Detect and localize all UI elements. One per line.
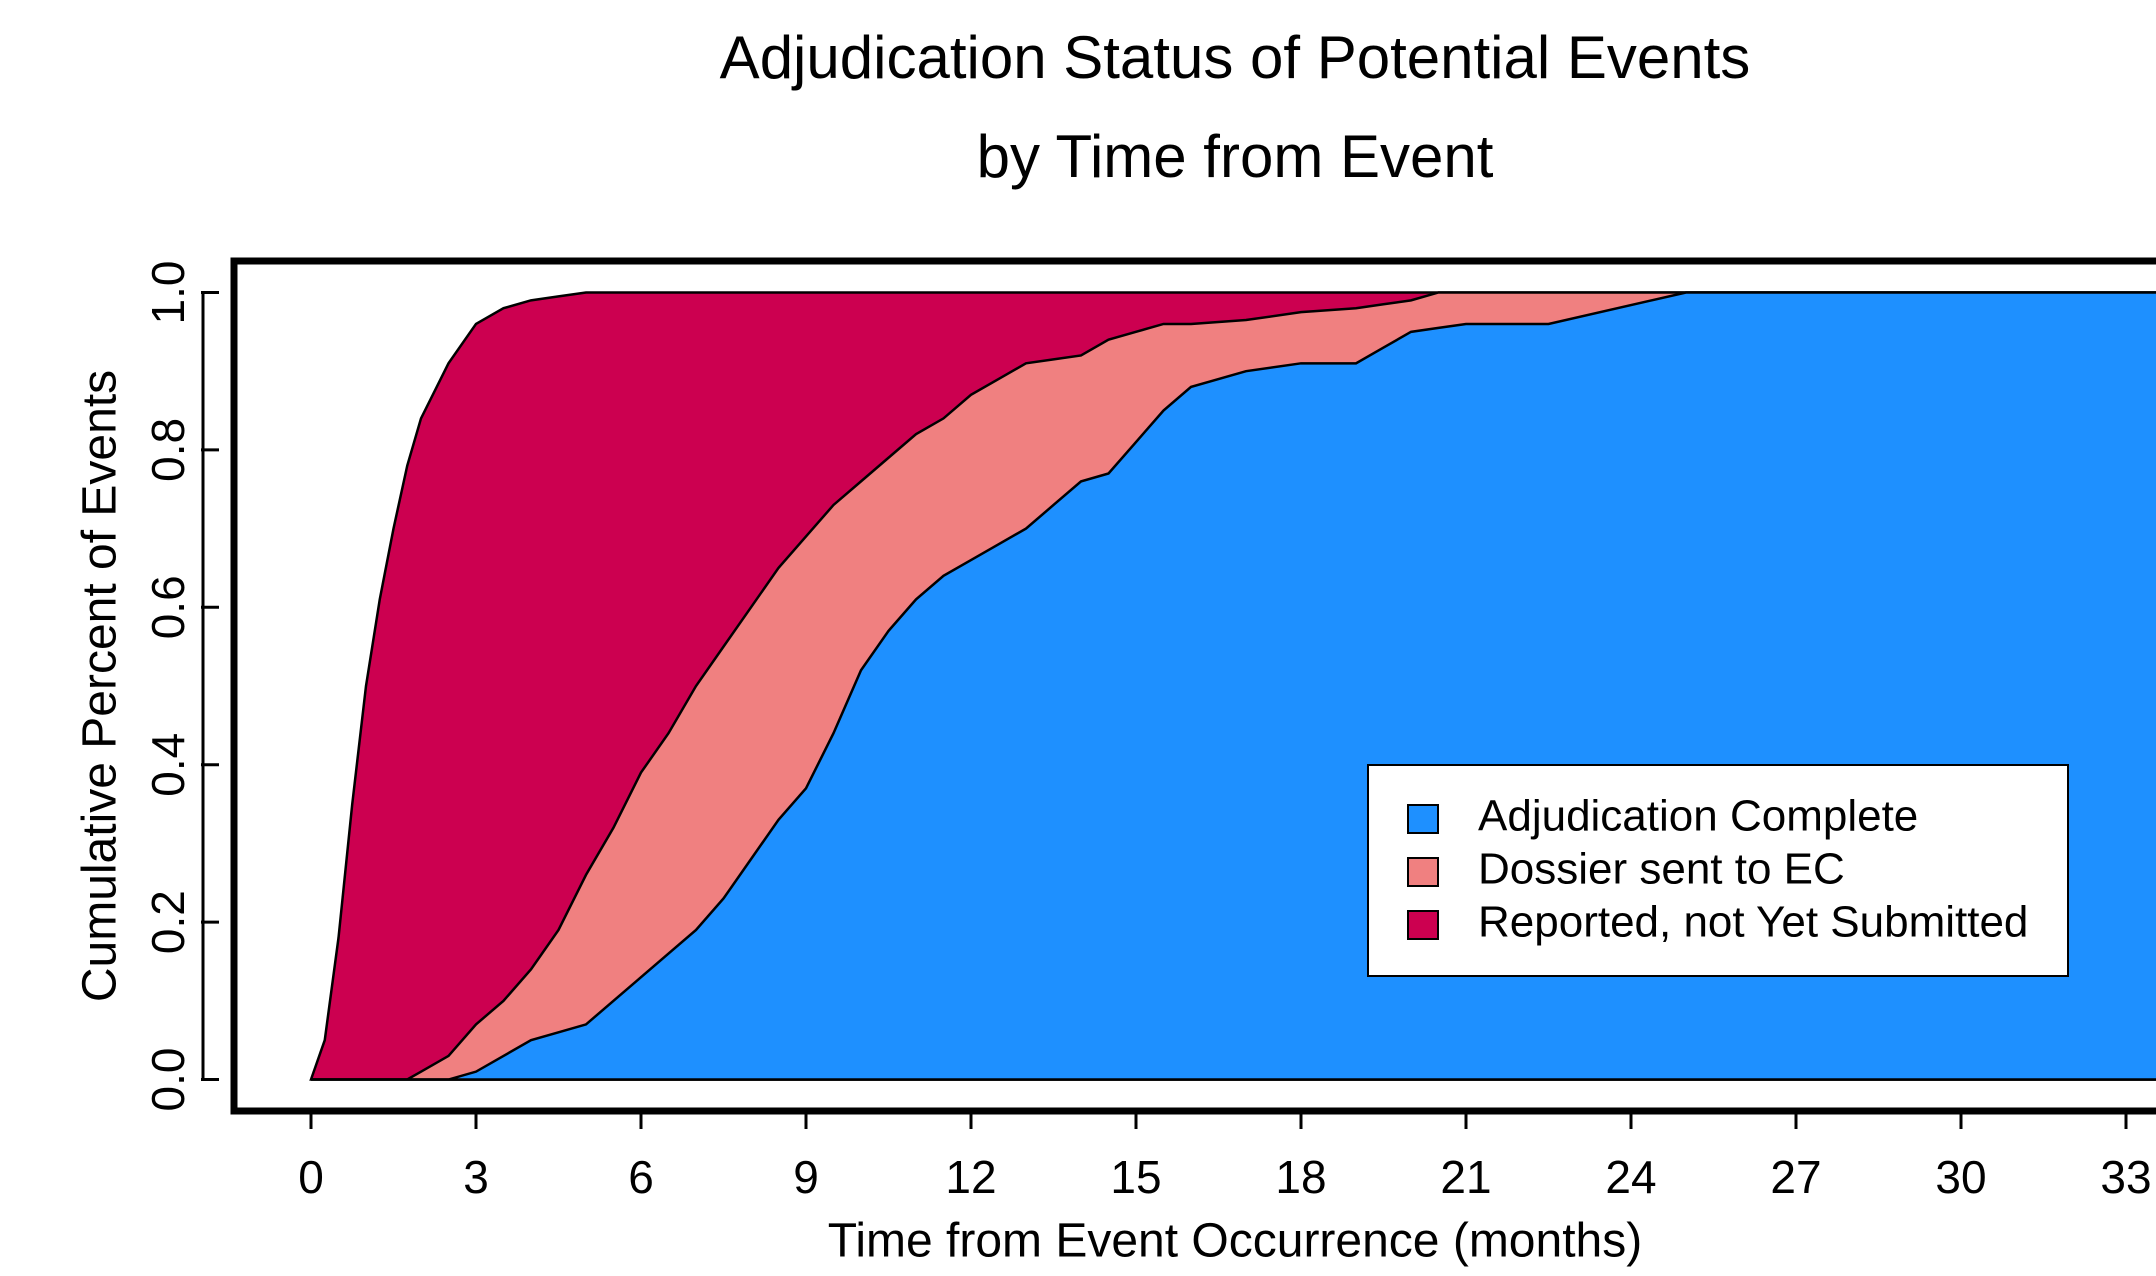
y-tick-label: 0.2 xyxy=(142,890,194,954)
x-tick-label: 33 xyxy=(2100,1151,2151,1203)
y-tick-label: 0.0 xyxy=(142,1048,194,1112)
x-tick-label: 27 xyxy=(1770,1151,1821,1203)
x-tick-label: 18 xyxy=(1275,1151,1326,1203)
x-tick-label: 0 xyxy=(298,1151,324,1203)
y-tick-label: 0.8 xyxy=(142,418,194,482)
x-tick-label: 9 xyxy=(793,1151,819,1203)
legend-label: Dossier sent to EC xyxy=(1478,845,1845,894)
legend-swatch xyxy=(1407,857,1439,887)
chart-subtitle: by Time from Event xyxy=(977,123,1494,190)
y-tick-label: 0.6 xyxy=(142,575,194,639)
x-tick-label: 6 xyxy=(628,1151,654,1203)
x-tick-label: 3 xyxy=(463,1151,489,1203)
x-tick-label: 15 xyxy=(1110,1151,1161,1203)
y-tick-label: 0.4 xyxy=(142,733,194,797)
y-tick-label: 1.0 xyxy=(142,261,194,325)
legend-swatch xyxy=(1407,910,1439,940)
legend-label: Adjudication Complete xyxy=(1478,792,1918,841)
legend-label: Reported, not Yet Submitted xyxy=(1478,898,2028,947)
x-axis-label: Time from Event Occurrence (months) xyxy=(828,1215,1642,1268)
legend-box xyxy=(1367,764,2069,977)
x-tick-label: 30 xyxy=(1935,1151,1986,1203)
legend-swatch xyxy=(1407,804,1439,834)
y-axis-label: Cumulative Percent of Events xyxy=(74,370,127,1002)
x-tick-label: 12 xyxy=(945,1151,996,1203)
chart-title: Adjudication Status of Potential Events xyxy=(720,24,1751,91)
x-tick-label: 24 xyxy=(1605,1151,1656,1203)
x-tick-label: 21 xyxy=(1440,1151,1491,1203)
